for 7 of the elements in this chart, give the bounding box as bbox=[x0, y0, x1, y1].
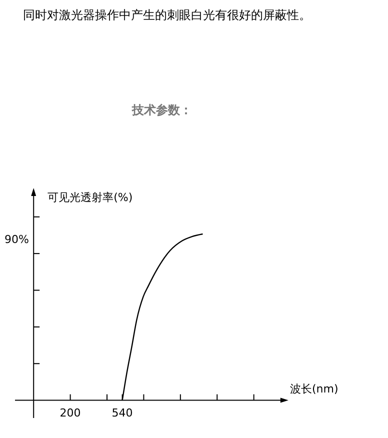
text: 90% bbox=[4, 233, 29, 246]
x-tick-label: 540 bbox=[112, 406, 133, 420]
x-tick-label: 200 bbox=[60, 406, 81, 420]
chart-title: 技术参数： bbox=[131, 103, 192, 117]
x-axis-title: 波长(nm) bbox=[290, 382, 338, 396]
y-axis-title: 可见光透射率(%) bbox=[48, 191, 133, 204]
text: 同时对激光器操作中产生的刺眼白光有很好的屏蔽性。 bbox=[23, 8, 311, 22]
